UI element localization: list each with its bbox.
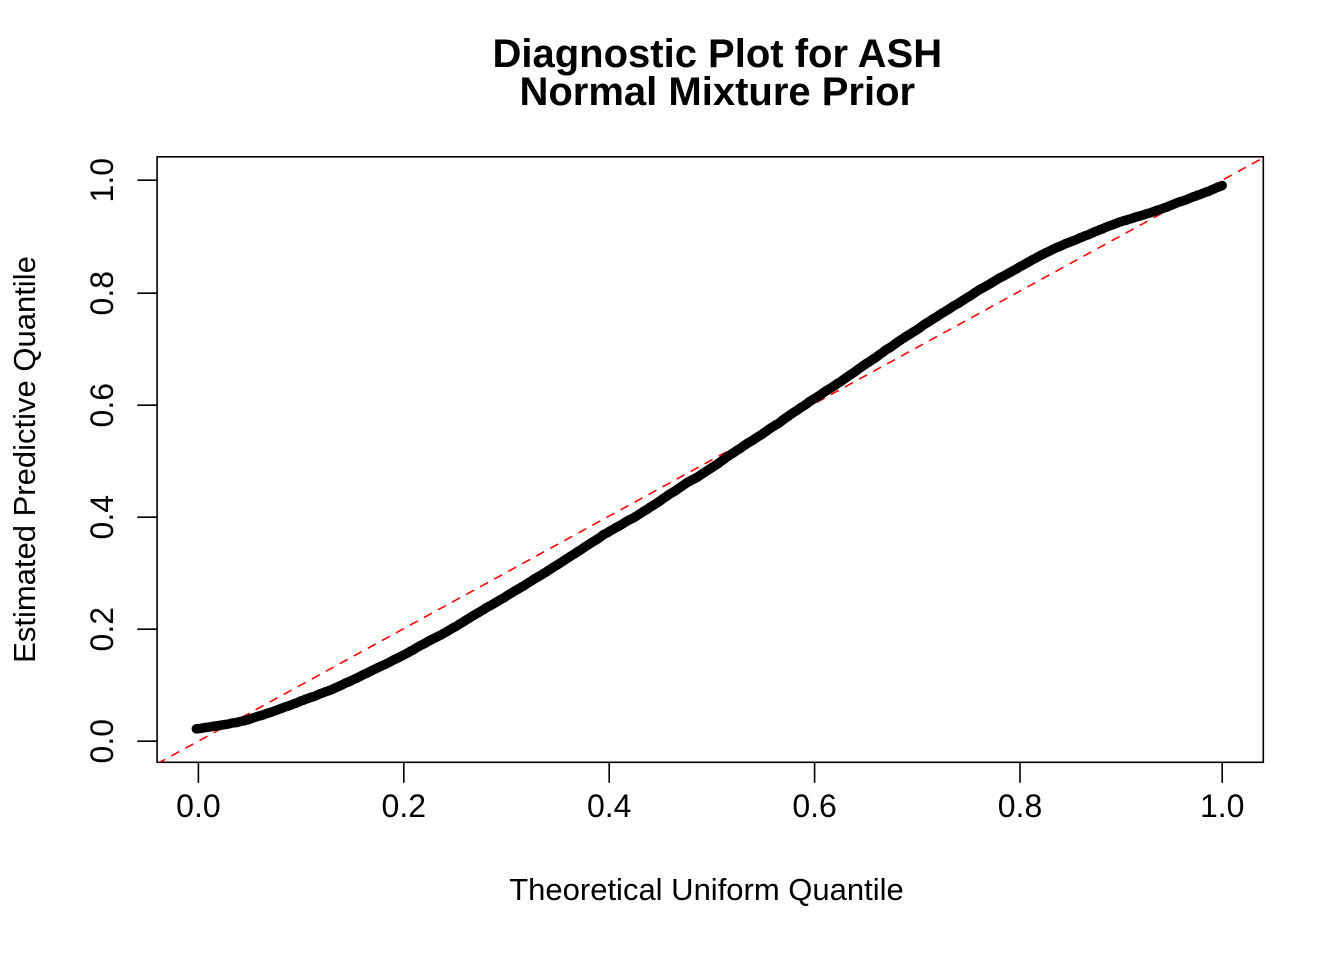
svg-text:0.8: 0.8 xyxy=(84,271,120,315)
svg-text:0.2: 0.2 xyxy=(84,607,120,651)
svg-text:0.4: 0.4 xyxy=(587,788,631,824)
svg-text:0.2: 0.2 xyxy=(382,788,426,824)
svg-text:Normal Mixture Prior: Normal Mixture Prior xyxy=(519,70,915,114)
svg-text:1.0: 1.0 xyxy=(1200,788,1244,824)
svg-text:0.6: 0.6 xyxy=(792,788,836,824)
svg-text:Theoretical Uniform Quantile: Theoretical Uniform Quantile xyxy=(509,872,904,907)
svg-text:1.0: 1.0 xyxy=(84,158,120,202)
svg-text:0.8: 0.8 xyxy=(998,788,1042,824)
svg-text:0.4: 0.4 xyxy=(84,495,120,539)
svg-text:0.0: 0.0 xyxy=(176,788,220,824)
svg-text:Estimated Predictive Quantile: Estimated Predictive Quantile xyxy=(7,256,42,663)
svg-text:0.6: 0.6 xyxy=(84,383,120,427)
svg-text:0.0: 0.0 xyxy=(84,719,120,763)
